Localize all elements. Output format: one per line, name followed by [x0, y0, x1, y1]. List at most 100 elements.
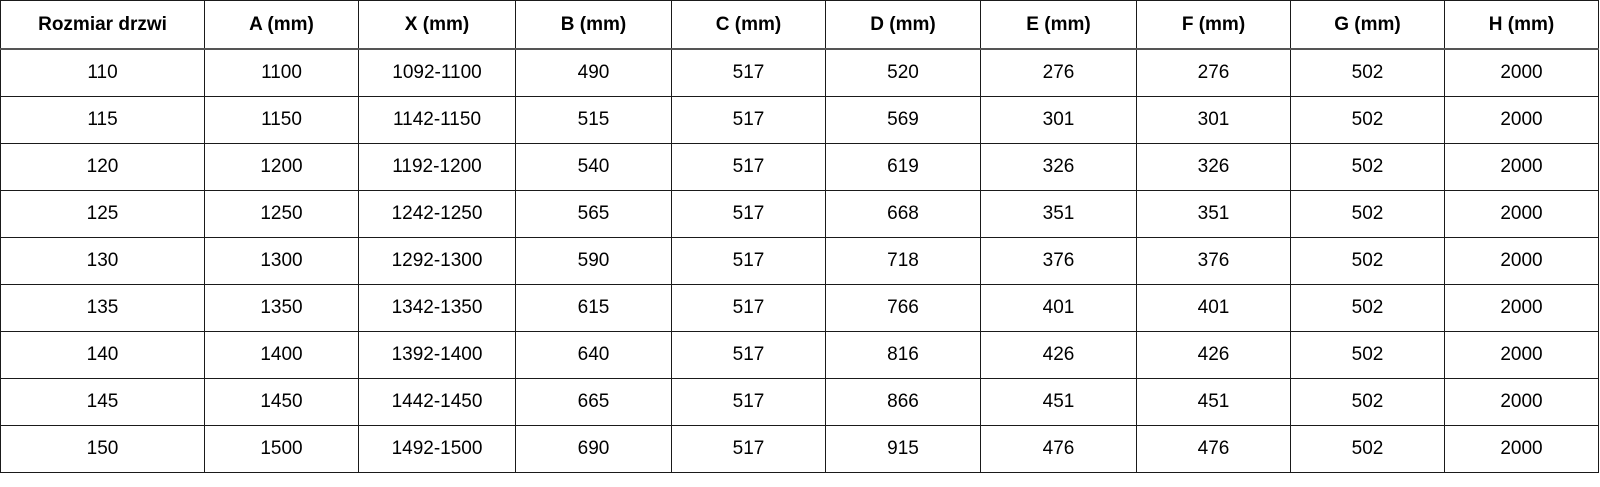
table-cell: 517 — [671, 425, 826, 473]
column-header: G (mm) — [1290, 0, 1445, 50]
table-row: 125 1250 1242-1250 565 517 668 351 351 502 2000 — [0, 190, 1599, 238]
table-cell: 615 — [515, 284, 672, 332]
table-cell: 517 — [671, 96, 826, 144]
table-cell: 502 — [1290, 143, 1445, 191]
table-cell: 351 — [1136, 190, 1291, 238]
table-cell: 351 — [980, 190, 1137, 238]
table-cell: 766 — [825, 284, 981, 332]
table-cell: 502 — [1290, 237, 1445, 285]
column-header: A (mm) — [204, 0, 359, 50]
table-cell: 515 — [515, 96, 672, 144]
table-cell: 2000 — [1444, 190, 1599, 238]
table-cell: 120 — [0, 143, 205, 191]
table-cell: 915 — [825, 425, 981, 473]
table-cell: 145 — [0, 378, 205, 426]
table-cell: 816 — [825, 331, 981, 379]
table-cell: 401 — [980, 284, 1137, 332]
table-cell: 517 — [671, 331, 826, 379]
table-cell: 502 — [1290, 378, 1445, 426]
table-cell: 2000 — [1444, 143, 1599, 191]
header-row: Rozmiar drzwi A (mm) X (mm) B (mm) C (mm) D (… — [0, 0, 1599, 50]
table-cell: 1450 — [204, 378, 359, 426]
table-cell: 665 — [515, 378, 672, 426]
table-cell: 517 — [671, 378, 826, 426]
table-cell: 502 — [1290, 284, 1445, 332]
table-row: 115 1150 1142-1150 515 517 569 301 301 502 2000 — [0, 96, 1599, 144]
table-cell: 110 — [0, 48, 205, 97]
table-cell: 590 — [515, 237, 672, 285]
table-cell: 451 — [1136, 378, 1291, 426]
column-header: E (mm) — [980, 0, 1137, 50]
table-cell: 130 — [0, 237, 205, 285]
table-row: 140 1400 1392-1400 640 517 816 426 426 502 2000 — [0, 331, 1599, 379]
table-row: 135 1350 1342-1350 615 517 766 401 401 502 2000 — [0, 284, 1599, 332]
table-cell: 640 — [515, 331, 672, 379]
table-cell: 1242-1250 — [358, 190, 516, 238]
table-cell: 2000 — [1444, 378, 1599, 426]
table-body: 110 1100 1092-1100 490 517 520 276 276 502 2000 11… — [0, 48, 1599, 473]
table-cell: 690 — [515, 425, 672, 473]
table-cell: 376 — [980, 237, 1137, 285]
table-cell: 2000 — [1444, 48, 1599, 97]
table-row: 120 1200 1192-1200 540 517 619 326 326 502 2000 — [0, 143, 1599, 191]
table-cell: 2000 — [1444, 237, 1599, 285]
table-cell: 619 — [825, 143, 981, 191]
column-header: X (mm) — [358, 0, 516, 50]
column-header: B (mm) — [515, 0, 672, 50]
table-row: 150 1500 1492-1500 690 517 915 476 476 502 2000 — [0, 425, 1599, 473]
table-cell: 401 — [1136, 284, 1291, 332]
table-cell: 502 — [1290, 425, 1445, 473]
table-cell: 301 — [1136, 96, 1291, 144]
door-dimensions-table: Rozmiar drzwi A (mm) X (mm) B (mm) C (mm) D (… — [0, 0, 1599, 473]
table-cell: 376 — [1136, 237, 1291, 285]
table-cell: 490 — [515, 48, 672, 97]
table-cell: 1350 — [204, 284, 359, 332]
table-cell: 301 — [980, 96, 1137, 144]
table-cell: 1492-1500 — [358, 425, 516, 473]
table-cell: 1150 — [204, 96, 359, 144]
table-cell: 1400 — [204, 331, 359, 379]
table-cell: 140 — [0, 331, 205, 379]
table-cell: 517 — [671, 143, 826, 191]
table-cell: 2000 — [1444, 331, 1599, 379]
table-cell: 1442-1450 — [358, 378, 516, 426]
table-cell: 2000 — [1444, 425, 1599, 473]
table-cell: 1250 — [204, 190, 359, 238]
table-cell: 276 — [980, 48, 1137, 97]
table-cell: 502 — [1290, 190, 1445, 238]
table-cell: 2000 — [1444, 284, 1599, 332]
table-cell: 1192-1200 — [358, 143, 516, 191]
table-cell: 569 — [825, 96, 981, 144]
table-cell: 1092-1100 — [358, 48, 516, 97]
table-cell: 1342-1350 — [358, 284, 516, 332]
table-cell: 517 — [671, 48, 826, 97]
table-cell: 150 — [0, 425, 205, 473]
table-cell: 451 — [980, 378, 1137, 426]
table-cell: 135 — [0, 284, 205, 332]
column-header: F (mm) — [1136, 0, 1291, 50]
table-cell: 540 — [515, 143, 672, 191]
column-header: H (mm) — [1444, 0, 1599, 50]
table-cell: 502 — [1290, 48, 1445, 97]
table-cell: 668 — [825, 190, 981, 238]
table-cell: 517 — [671, 190, 826, 238]
table-cell: 565 — [515, 190, 672, 238]
table-cell: 502 — [1290, 331, 1445, 379]
table-cell: 1292-1300 — [358, 237, 516, 285]
table-cell: 520 — [825, 48, 981, 97]
table-cell: 476 — [980, 425, 1137, 473]
table-row: 110 1100 1092-1100 490 517 520 276 276 502 2000 — [0, 48, 1599, 97]
table-cell: 125 — [0, 190, 205, 238]
table-cell: 502 — [1290, 96, 1445, 144]
table-cell: 476 — [1136, 425, 1291, 473]
column-header: D (mm) — [825, 0, 981, 50]
table-cell: 718 — [825, 237, 981, 285]
table-cell: 866 — [825, 378, 981, 426]
table-cell: 426 — [980, 331, 1137, 379]
table-cell: 1392-1400 — [358, 331, 516, 379]
table-cell: 276 — [1136, 48, 1291, 97]
table-cell: 115 — [0, 96, 205, 144]
column-header: C (mm) — [671, 0, 826, 50]
table-cell: 1100 — [204, 48, 359, 97]
table-row: 145 1450 1442-1450 665 517 866 451 451 502 2000 — [0, 378, 1599, 426]
